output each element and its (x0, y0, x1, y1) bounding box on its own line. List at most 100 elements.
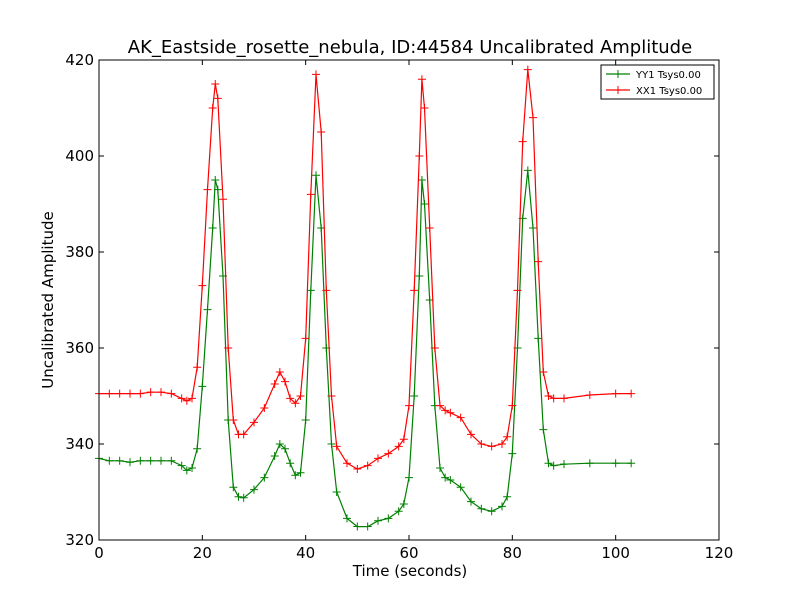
data-point-marker (260, 404, 269, 412)
data-point-marker (399, 500, 408, 508)
data-point-marker (456, 483, 465, 492)
data-point-marker (332, 488, 341, 496)
data-point-marker (529, 224, 537, 232)
data-point-marker (203, 185, 212, 194)
data-point-marker (544, 392, 553, 400)
data-point-marker (211, 176, 220, 184)
data-point-marker (213, 185, 222, 194)
data-point-marker (239, 493, 248, 502)
data-point-marker (327, 440, 336, 448)
data-point-marker (394, 507, 403, 516)
data-point-marker (193, 363, 202, 372)
legend-label: YY1 Tsys0.00 (635, 70, 701, 81)
data-point-marker (306, 190, 315, 199)
data-point-marker (136, 389, 145, 398)
data-point-marker (384, 514, 393, 523)
x-tick-label: 100 (601, 544, 630, 562)
data-point-marker (467, 497, 475, 506)
data-point-marker (229, 483, 238, 492)
data-point-marker (146, 456, 155, 465)
data-point-marker (420, 200, 429, 208)
data-point-marker (363, 522, 372, 531)
data-point-marker (374, 516, 382, 525)
data-point-marker (585, 391, 594, 400)
x-tick-label: 20 (193, 544, 212, 562)
data-point-marker (487, 442, 496, 451)
data-point-marker (275, 440, 284, 448)
data-point-marker (188, 464, 196, 472)
y-tick-label: 400 (65, 147, 94, 165)
data-point-marker (611, 389, 620, 398)
data-point-marker (441, 406, 450, 415)
data-point-marker (146, 388, 155, 397)
data-point-marker (260, 473, 269, 482)
data-point-marker (405, 473, 413, 482)
data-point-marker (296, 468, 305, 477)
data-point-marker (208, 224, 217, 232)
data-point-marker (281, 444, 289, 453)
data-point-marker (270, 380, 279, 388)
data-point-marker (446, 476, 455, 484)
chart-title: AK_Eastside_rosette_nebula, ID:44584 Unc… (128, 37, 692, 58)
data-point-marker (275, 368, 284, 376)
x-tick-label: 40 (296, 544, 315, 562)
legend-box (600, 64, 715, 100)
data-point-marker (105, 456, 114, 465)
data-point-marker (498, 502, 506, 511)
data-point-marker (549, 394, 558, 403)
data-point-marker (198, 382, 207, 391)
data-point-marker (436, 464, 444, 472)
data-point-marker (291, 399, 300, 408)
data-point-marker (224, 344, 233, 352)
data-point-marker (353, 464, 362, 473)
data-point-marker (363, 461, 372, 470)
data-point-marker (539, 368, 548, 376)
data-point-marker (213, 94, 222, 103)
data-point-marker (286, 394, 295, 403)
y-axis-label: Uncalibrated Amplitude (39, 211, 57, 388)
x-tick-label: 0 (94, 544, 104, 562)
data-point-marker (399, 435, 408, 444)
data-point-marker (105, 389, 114, 398)
data-point-marker (477, 504, 486, 513)
data-point-marker (523, 65, 532, 74)
x-tick-label: 60 (399, 544, 418, 562)
data-point-marker (301, 416, 310, 424)
data-point-marker (410, 392, 419, 400)
data-point-marker (523, 166, 532, 175)
data-point-marker (441, 473, 450, 482)
data-point-marker (281, 377, 289, 386)
data-point-marker (585, 459, 594, 468)
data-point-marker (513, 286, 522, 295)
data-point-marker (498, 440, 506, 448)
data-point-marker (508, 449, 517, 458)
data-point-marker (219, 195, 227, 204)
data-point-marker (239, 430, 248, 439)
data-point-marker (188, 394, 196, 403)
data-point-marker (306, 286, 315, 295)
data-point-marker (508, 401, 517, 410)
data-point-marker (250, 485, 258, 494)
data-point-marker (353, 522, 362, 531)
legend-swatch-marker (614, 86, 622, 94)
data-point-marker (115, 389, 124, 398)
data-point-marker (182, 396, 191, 405)
data-point-marker (518, 137, 527, 146)
data-point-marker (549, 461, 558, 470)
y-tick-label: 340 (65, 435, 94, 453)
data-point-marker (312, 171, 320, 180)
data-point-marker (467, 430, 475, 439)
data-point-marker (317, 128, 326, 136)
data-point-marker (167, 389, 176, 398)
data-point-marker (430, 344, 439, 352)
data-point-marker (487, 507, 496, 516)
x-axis-label: Time (seconds) (352, 562, 468, 580)
data-point-marker (343, 514, 351, 523)
data-point-marker (560, 460, 568, 469)
legend-swatch-marker (614, 70, 622, 78)
legend-label: XX1 Tsys0.00 (636, 86, 702, 97)
plot-area: 0 20 40 60 80 100 120 320 340 360 380 400 420 YY1 Tsy… (65, 51, 733, 562)
data-point-marker (301, 334, 310, 343)
